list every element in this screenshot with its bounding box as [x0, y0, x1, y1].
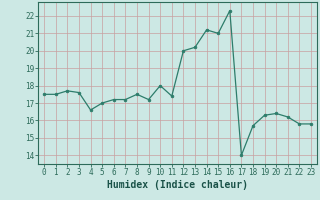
X-axis label: Humidex (Indice chaleur): Humidex (Indice chaleur)	[107, 180, 248, 190]
